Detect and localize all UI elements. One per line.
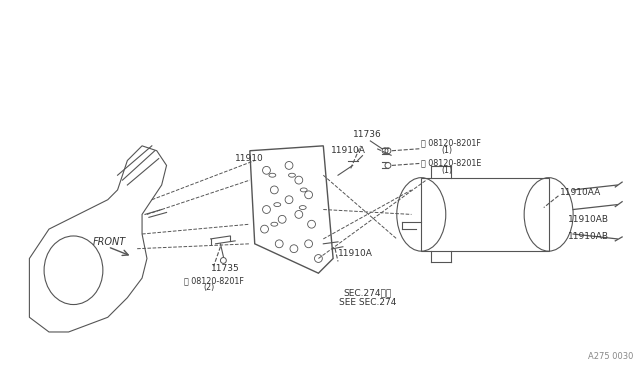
- Text: SEE SEC.274: SEE SEC.274: [339, 298, 396, 307]
- Text: 11910: 11910: [235, 154, 264, 163]
- Text: 11910AB: 11910AB: [568, 215, 609, 224]
- Text: SEC.274参照: SEC.274参照: [343, 288, 392, 297]
- Text: Ⓑ 08120-8201F: Ⓑ 08120-8201F: [184, 276, 244, 286]
- Text: 11910AB: 11910AB: [568, 232, 609, 241]
- Text: 11736: 11736: [353, 129, 381, 139]
- Text: 11910A: 11910A: [338, 249, 373, 258]
- Text: FRONT: FRONT: [93, 237, 126, 247]
- Text: 11910A: 11910A: [331, 146, 366, 155]
- Text: A275 0030: A275 0030: [588, 352, 633, 361]
- Text: 11735: 11735: [211, 264, 239, 273]
- Text: 11910AA: 11910AA: [561, 188, 602, 198]
- Text: Ⓑ 08120-8201E: Ⓑ 08120-8201E: [421, 158, 482, 167]
- Text: (1): (1): [441, 166, 452, 175]
- Text: Ⓑ 08120-8201F: Ⓑ 08120-8201F: [421, 138, 481, 147]
- Text: (2): (2): [204, 283, 215, 292]
- Text: (1): (1): [441, 146, 452, 155]
